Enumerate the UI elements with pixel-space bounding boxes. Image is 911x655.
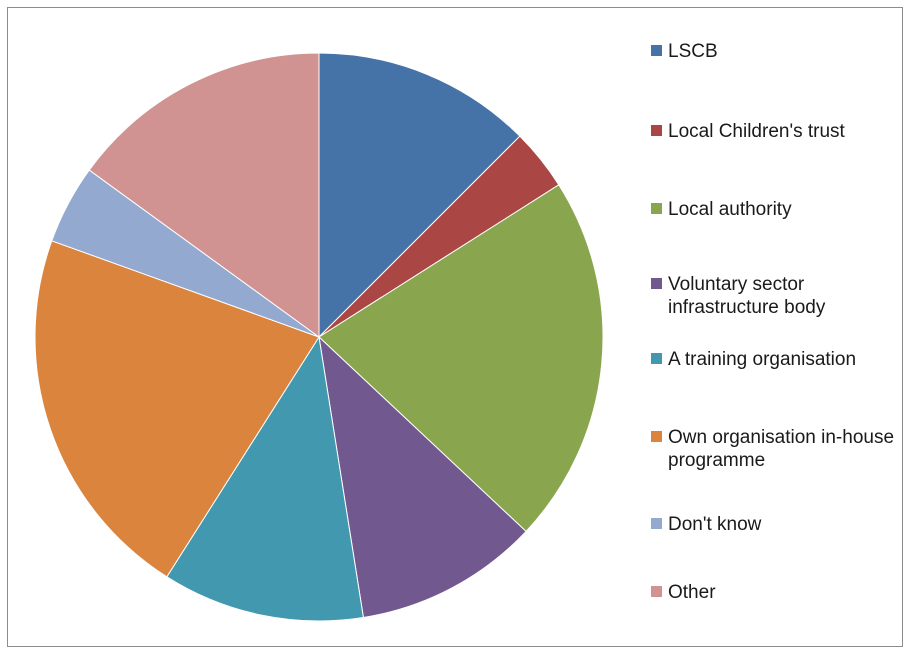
pie-slice-2 xyxy=(318,184,604,533)
legend-item-7: Other xyxy=(651,581,908,604)
legend-swatch xyxy=(651,278,662,289)
pie-slice-3 xyxy=(318,335,527,619)
legend-swatch xyxy=(651,518,662,529)
pie-chart xyxy=(34,52,604,622)
pie-slice-4 xyxy=(166,335,365,622)
legend-label: LSCB xyxy=(668,41,718,62)
legend-swatch xyxy=(651,203,662,214)
legend-item-3: Voluntary sector infrastructure body xyxy=(651,273,908,319)
pie-slice-5 xyxy=(34,240,320,578)
legend-item-0: LSCB xyxy=(651,40,908,63)
legend-label: Local authority xyxy=(668,199,792,220)
legend-label: Voluntary sector infrastructure body xyxy=(668,274,826,318)
legend-item-6: Don't know xyxy=(651,513,908,536)
legend-label: Local Children's trust xyxy=(668,121,845,142)
pie-slice-7 xyxy=(88,52,320,338)
legend-label: Don't know xyxy=(668,514,762,535)
legend-item-5: Own organisation in-house programme xyxy=(651,426,908,472)
legend-swatch xyxy=(651,45,662,56)
legend: LSCB Local Children's trust Local authorit… xyxy=(651,8,911,648)
legend-swatch xyxy=(651,125,662,136)
legend-label: A training organisation xyxy=(668,349,857,370)
chart-area: LSCB Local Children's trust Local authorit… xyxy=(7,7,903,647)
pie-slice-0 xyxy=(318,52,521,339)
legend-item-4: A training organisation xyxy=(651,348,908,371)
legend-swatch xyxy=(651,353,662,364)
legend-swatch xyxy=(651,586,662,597)
legend-swatch xyxy=(651,431,662,442)
legend-label: Own organisation in-house programme xyxy=(668,427,895,471)
legend-label: Other xyxy=(668,582,716,603)
legend-item-2: Local authority xyxy=(651,198,908,221)
legend-item-1: Local Children's trust xyxy=(651,120,908,143)
